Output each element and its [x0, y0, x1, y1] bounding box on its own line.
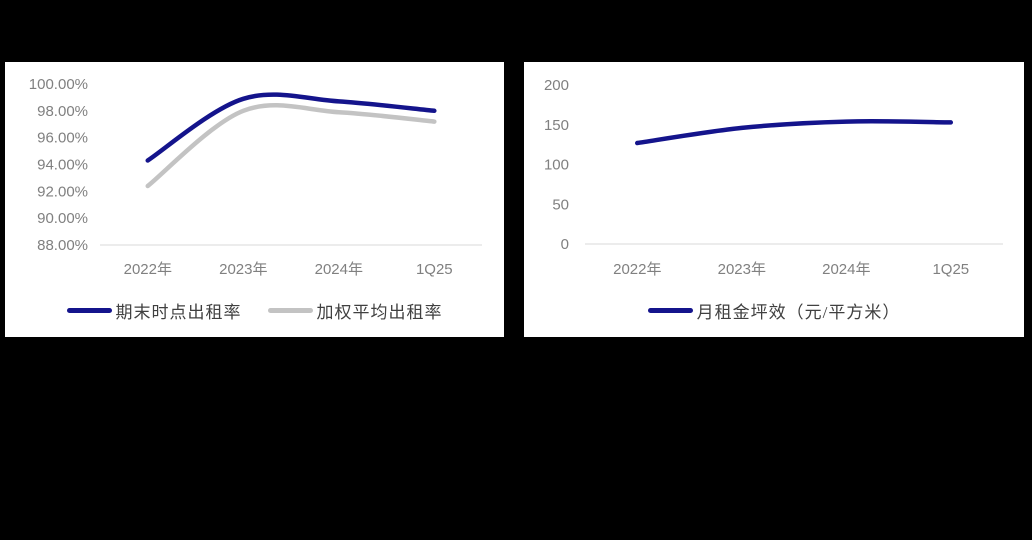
series-line-1 — [145, 103, 437, 189]
series-line-0 — [635, 119, 954, 146]
legend-item: 加权平均出租率 — [267, 298, 443, 323]
y-tick-label: 200 — [544, 77, 569, 94]
y-tick-label: 90.00% — [37, 210, 88, 227]
legend-line-swatch — [267, 307, 313, 313]
rent-efficiency-chart: 200 150 100 50 0 2022年 2023年 2024年 1Q25 — [544, 77, 1003, 278]
legend-item: 期末时点出租率 — [66, 298, 242, 323]
x-axis-label: 1Q25 — [932, 261, 969, 278]
y-tick-label: 92.00% — [37, 183, 88, 200]
y-tick-label: 96.00% — [37, 130, 88, 147]
y-tick-label: 100.00% — [29, 76, 88, 93]
y-tick-label: 94.00% — [37, 157, 88, 174]
legend-label: 加权平均出租率 — [316, 302, 443, 322]
y-tick-label: 98.00% — [37, 103, 88, 120]
legend-line-swatch — [66, 307, 112, 313]
legend-label: 期末时点出租率 — [115, 302, 242, 322]
rent-efficiency-chart-legend: 月租金坪效（元/平方米） — [524, 298, 1024, 322]
x-axis-label: 2022年 — [124, 261, 172, 278]
x-axis-label: 2023年 — [718, 261, 766, 278]
y-tick-label: 88.00% — [37, 237, 88, 254]
occupancy-rate-chart: 100.00% 98.00% 96.00% 94.00% 92.00% 90.00% 88.… — [29, 76, 482, 278]
x-axis-label: 1Q25 — [416, 261, 453, 278]
legend-label: 月租金坪效（元/平方米） — [696, 302, 901, 322]
occupancy-rate-chart-panel: 100.00% 98.00% 96.00% 94.00% 92.00% 90.00% 88.… — [5, 62, 504, 337]
x-axis-label: 2024年 — [822, 261, 870, 278]
y-tick-label: 150 — [544, 117, 569, 134]
x-axis-label: 2024年 — [315, 261, 363, 278]
y-tick-label: 0 — [561, 236, 569, 253]
x-axis-label: 2023年 — [219, 261, 267, 278]
occupancy-rate-chart-legend: 期末时点出租率 加权平均出租率 — [5, 298, 504, 322]
y-tick-label: 50 — [552, 196, 569, 213]
rent-efficiency-chart-panel: 200 150 100 50 0 2022年 2023年 2024年 1Q25 月租金坪效（元/… — [524, 62, 1024, 337]
legend-item: 月租金坪效（元/平方米） — [647, 298, 901, 323]
series-line-0 — [145, 92, 437, 163]
x-axis-label: 2022年 — [613, 261, 661, 278]
legend-line-swatch — [647, 307, 693, 313]
y-tick-label: 100 — [544, 157, 569, 174]
